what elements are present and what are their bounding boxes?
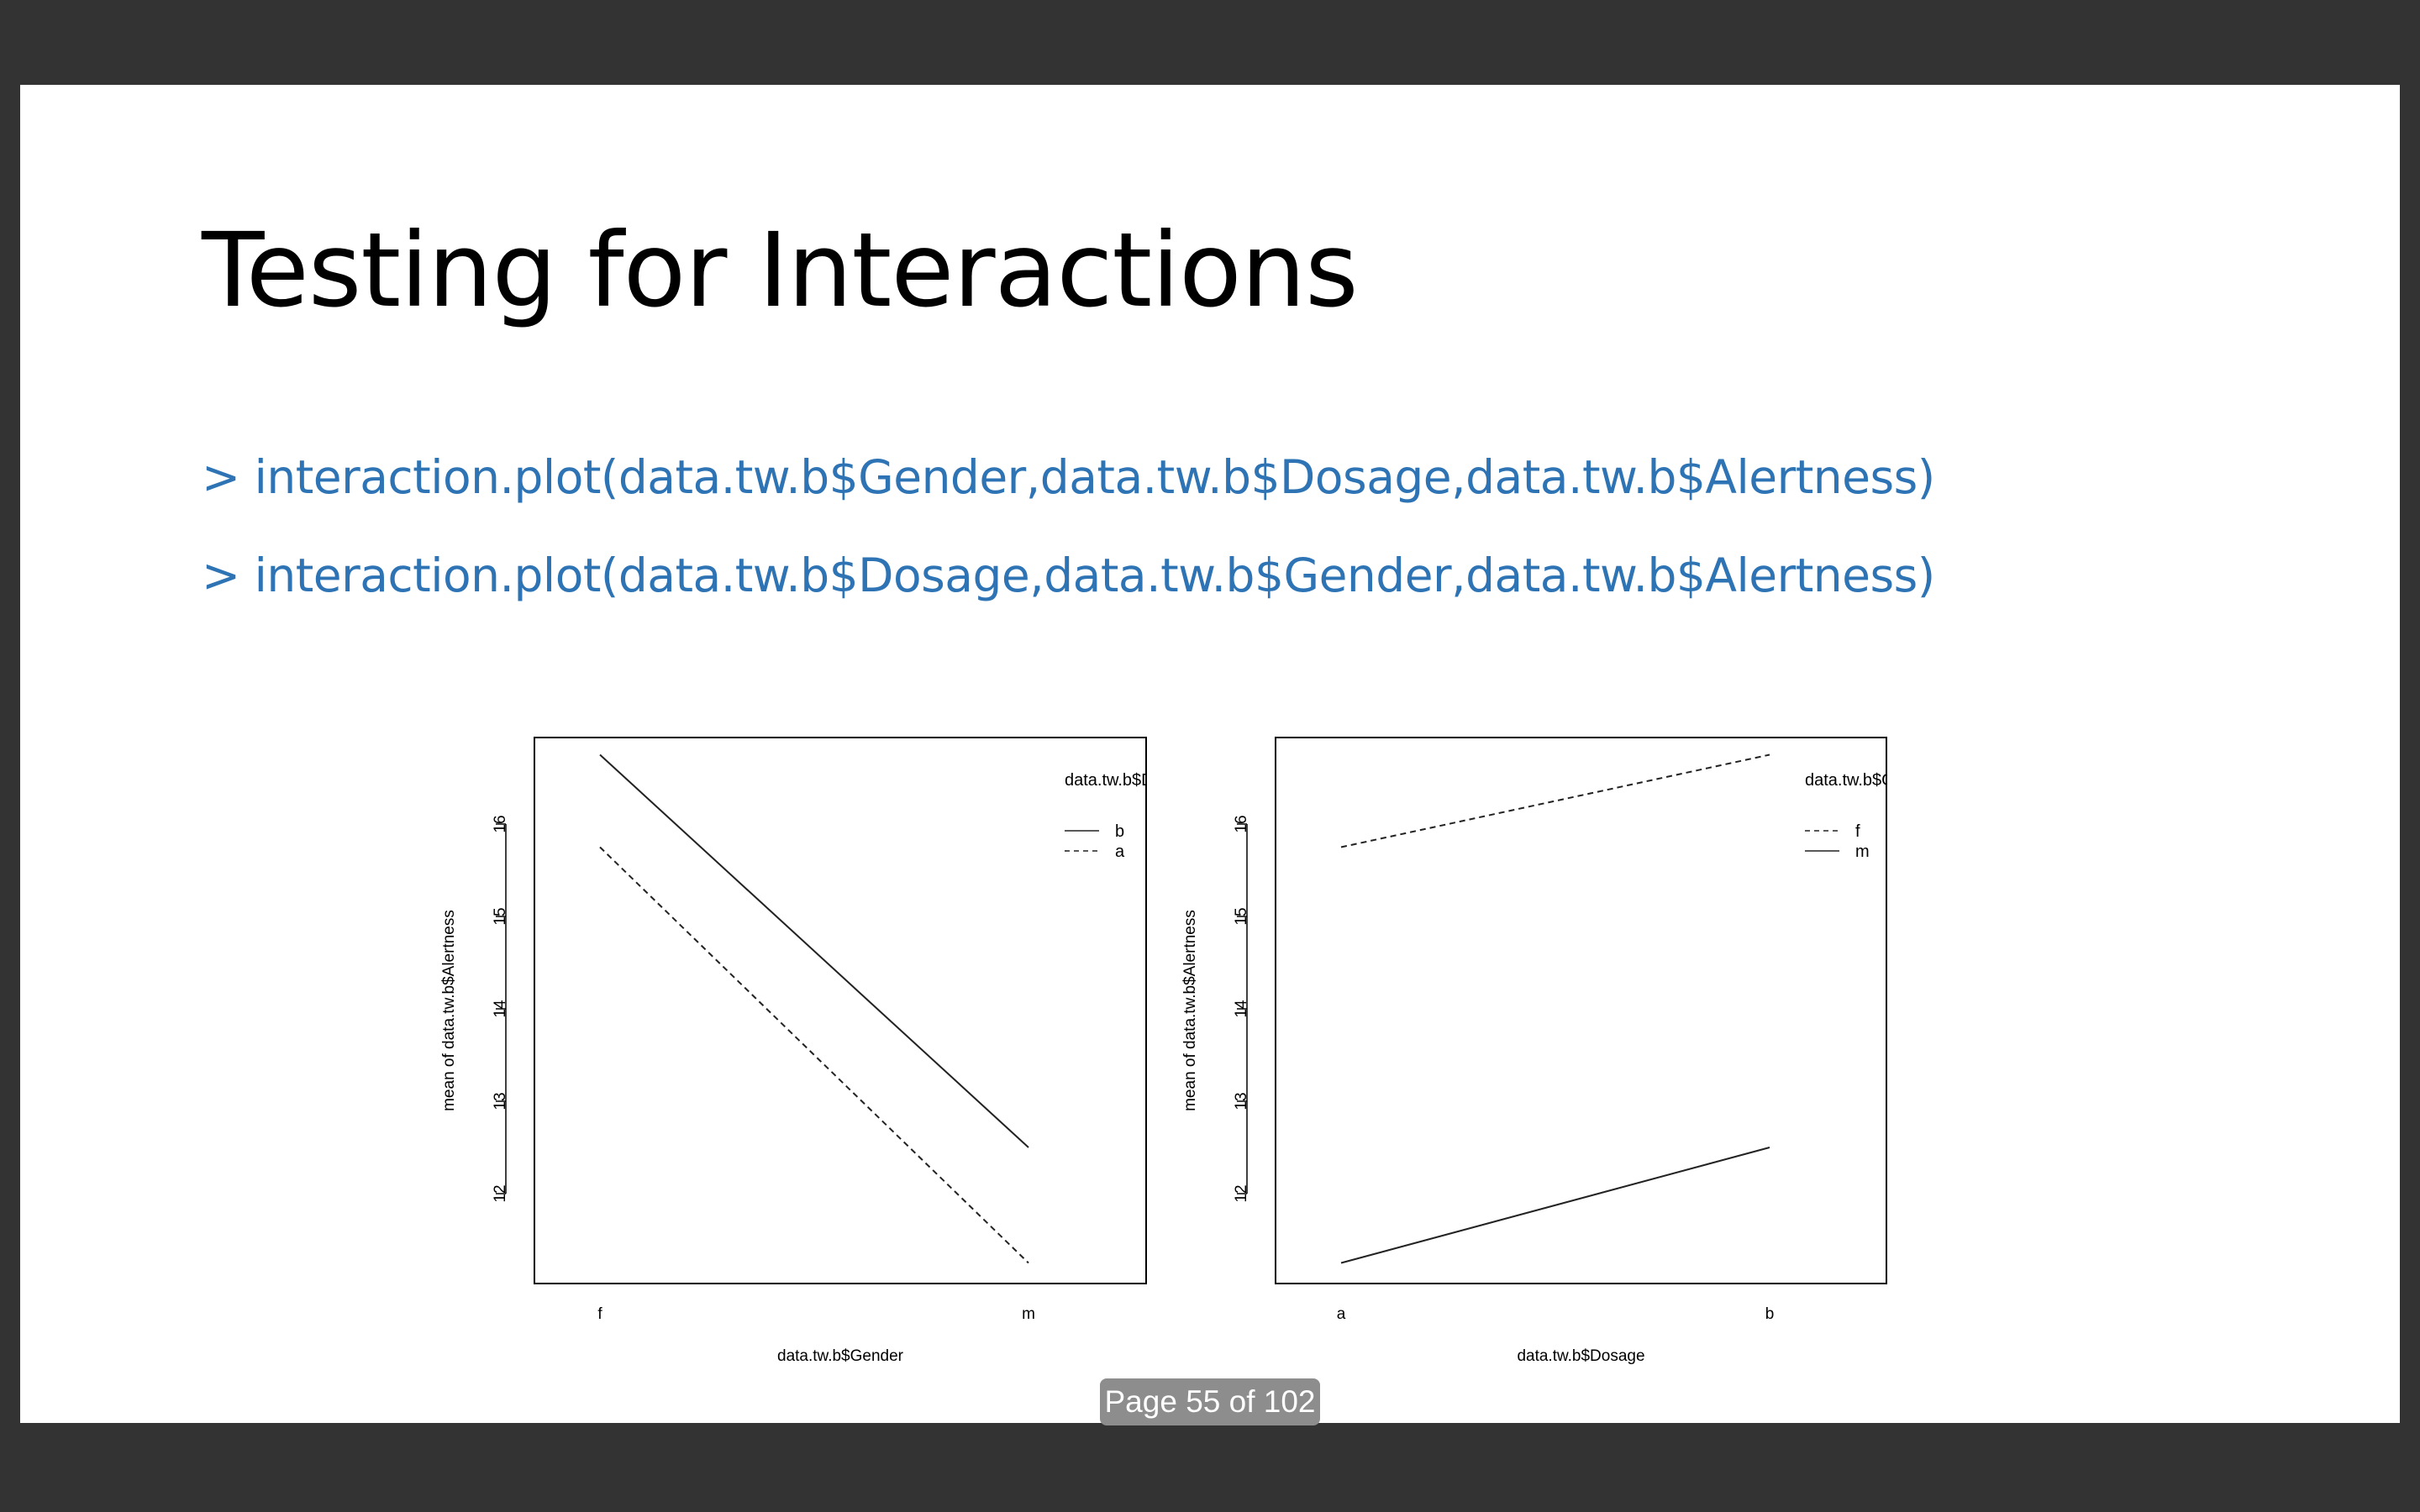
series-line-f: [1340, 753, 1770, 848]
y-tick-label: 13: [1233, 1092, 1250, 1110]
legend-title: data.tw.b$Gend: [1805, 771, 1923, 790]
plot-frame: [534, 737, 1147, 1284]
y-tick-label: 12: [492, 1184, 509, 1202]
legend: data.tw.b$Gend fm: [1805, 771, 1923, 861]
legend-label-m: m: [1855, 843, 1870, 861]
legend-label-a: a: [1115, 843, 1125, 861]
y-tick-label: 16: [1233, 815, 1250, 832]
y-tick-label: 14: [1233, 1000, 1250, 1018]
y-tick-label: 12: [1233, 1184, 1250, 1202]
x-tick-label: a: [1337, 1305, 1346, 1323]
y-tick-label: 15: [1233, 907, 1250, 925]
x-tick-label: f: [597, 1305, 602, 1323]
y-axis-label: mean of data.tw.b$Alertness: [1181, 910, 1199, 1111]
code-line: > interaction.plot(data.tw.b$Dosage,data…: [202, 549, 1935, 602]
plot-frame: [1275, 737, 1887, 1284]
y-tick-label: 13: [492, 1092, 509, 1110]
y-tick-label: 14: [492, 1000, 509, 1018]
legend-title: data.tw.b$Dosag: [1065, 771, 1190, 790]
x-axis-label: data.tw.b$Gender: [777, 1347, 904, 1365]
legend-label-f: f: [1855, 822, 1860, 841]
x-tick-label: m: [1022, 1305, 1035, 1323]
code-line: > interaction.plot(data.tw.b$Gender,data…: [202, 450, 1935, 504]
y-axis-label: mean of data.tw.b$Alertness: [440, 910, 458, 1111]
x-axis-label: data.tw.b$Dosage: [1517, 1347, 1644, 1365]
slide: Testing for Interactions > interaction.p…: [20, 85, 2400, 1423]
series-line-a: [599, 846, 1029, 1264]
series-line-m: [1340, 1147, 1770, 1264]
y-tick-label: 16: [492, 815, 509, 832]
y-tick-label: 15: [492, 907, 509, 925]
slide-title: Testing for Interactions: [202, 211, 1359, 330]
legend-label-b: b: [1115, 822, 1124, 841]
series-line-b: [599, 753, 1029, 1148]
x-tick-label: b: [1765, 1305, 1775, 1323]
page-indicator: Page 55 of 102: [1100, 1378, 1320, 1425]
legend: data.tw.b$Dosag ba: [1065, 771, 1190, 861]
